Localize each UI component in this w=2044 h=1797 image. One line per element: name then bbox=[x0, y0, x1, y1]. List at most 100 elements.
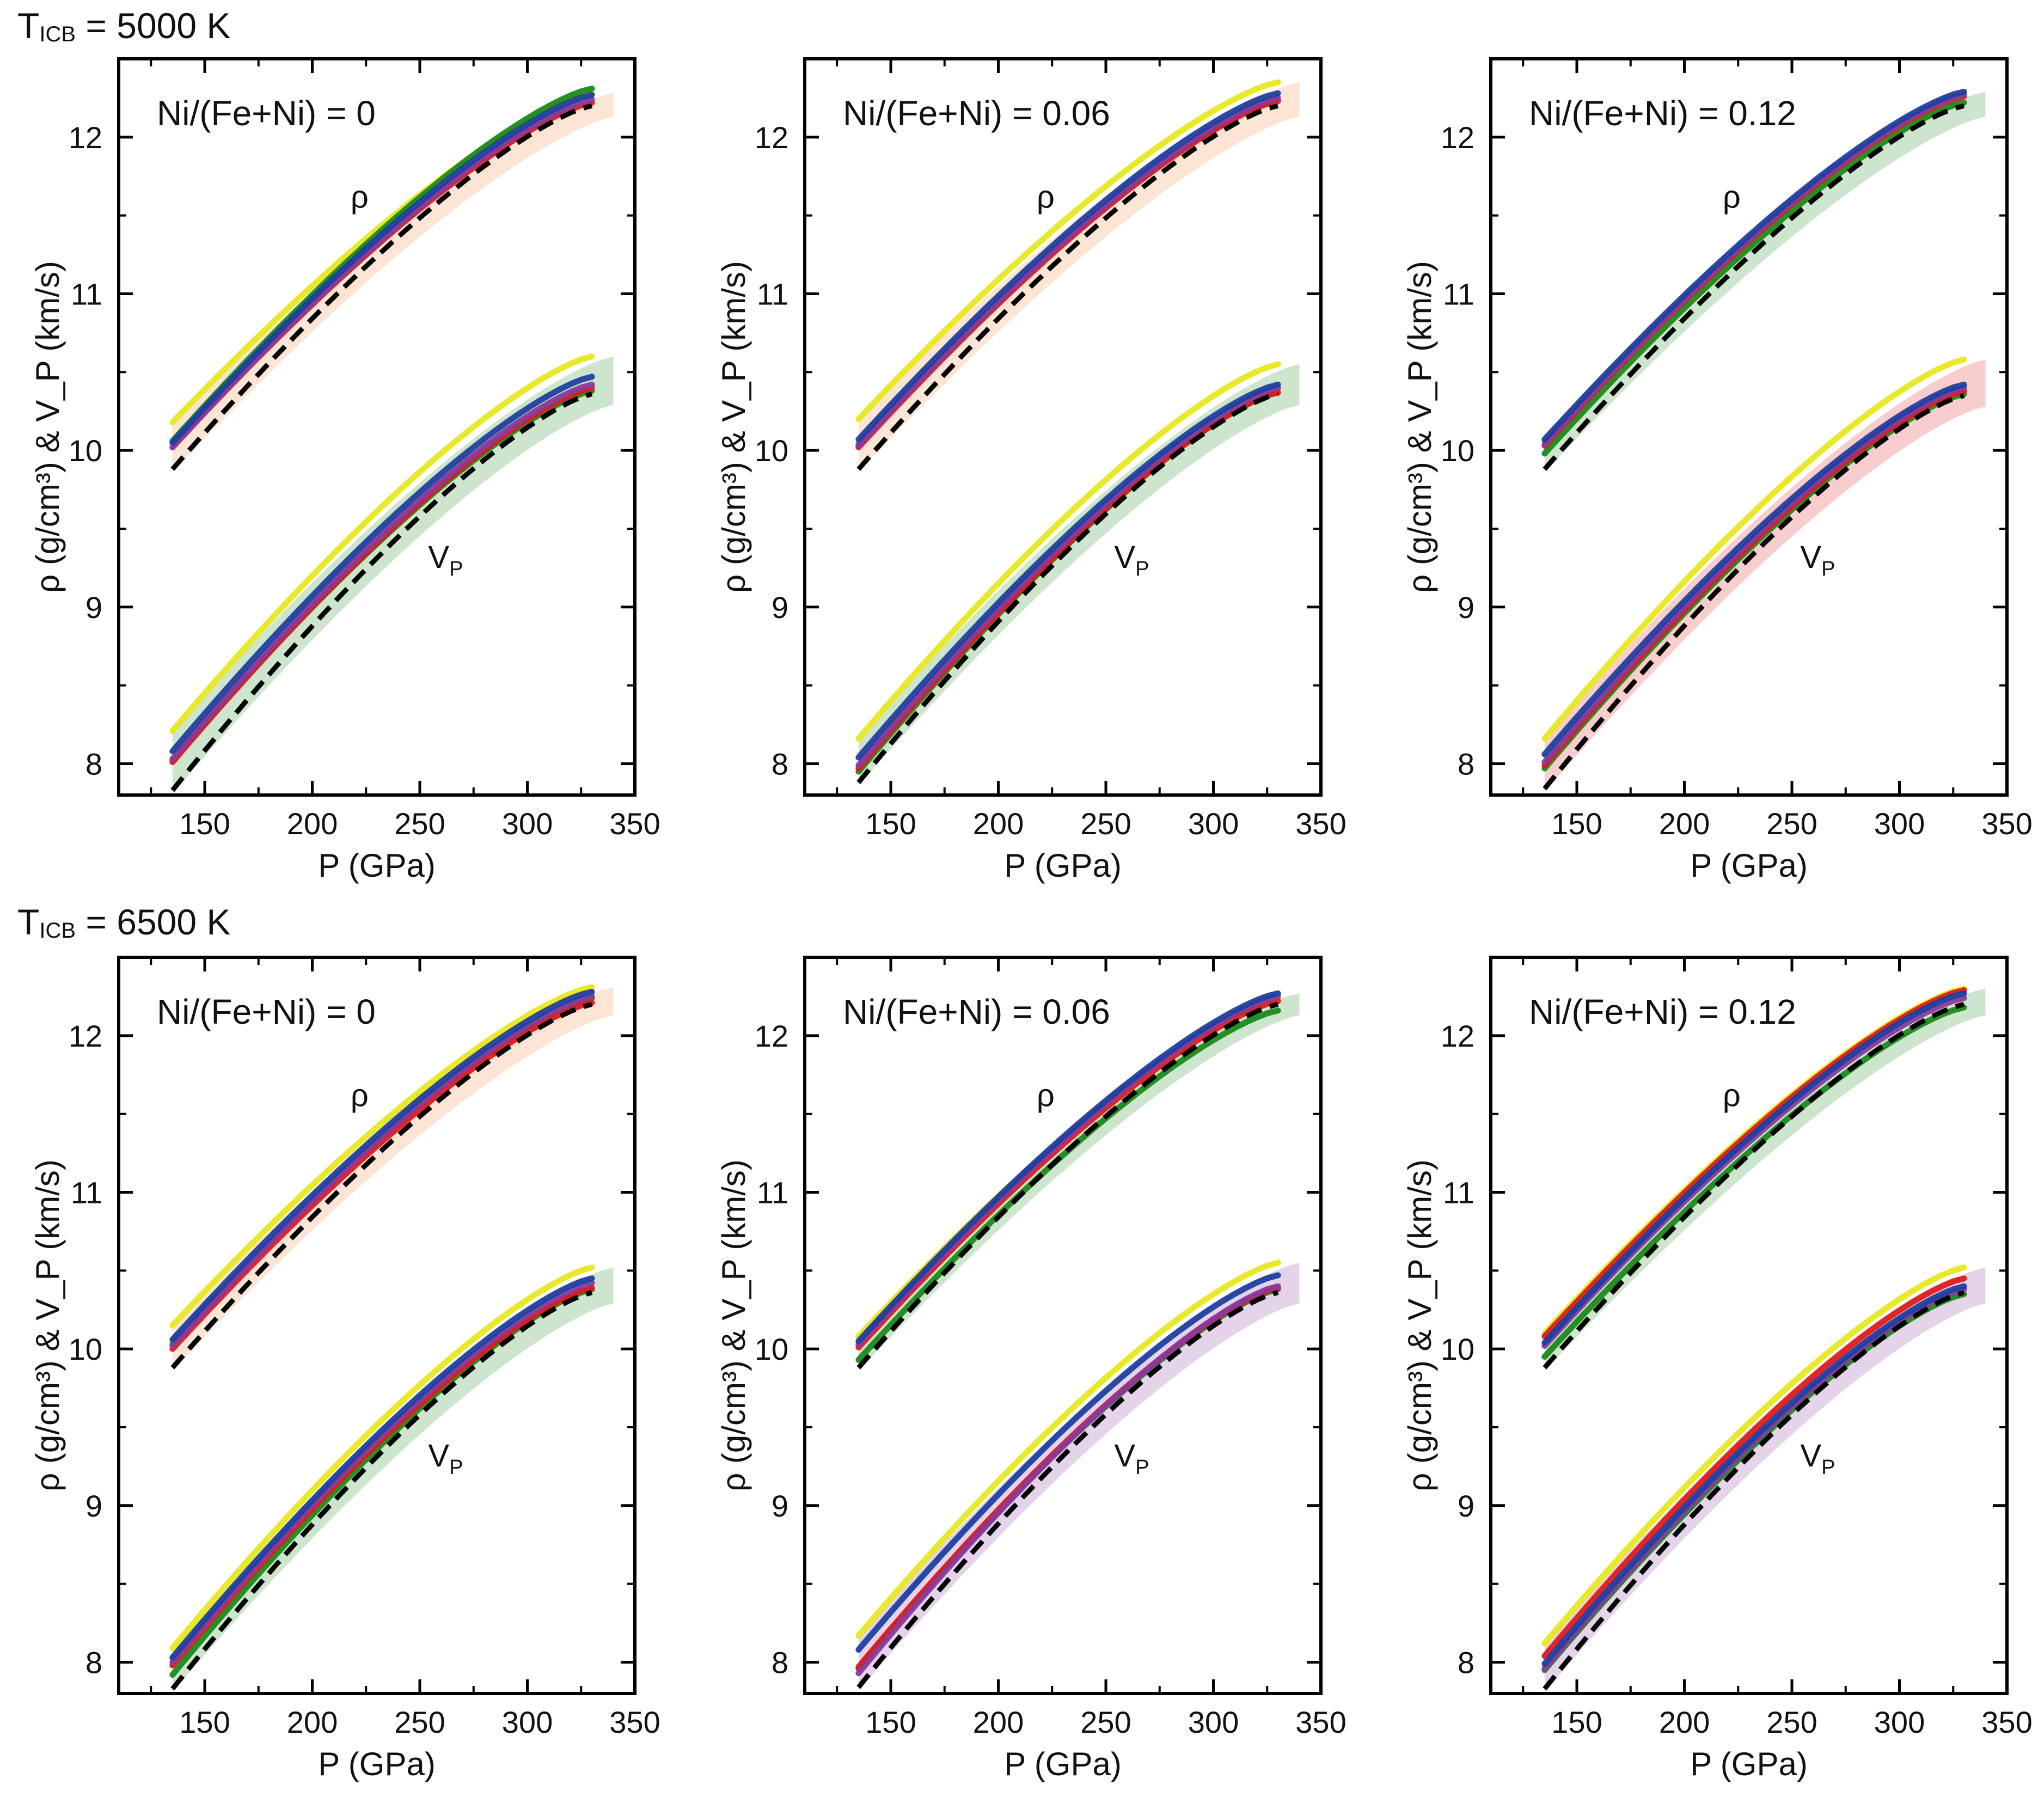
rho-line-yellow bbox=[855, 79, 1281, 423]
x-tick-label: 150 bbox=[1551, 806, 1602, 841]
y-tick-label: 9 bbox=[1458, 1489, 1474, 1523]
vp-line-yellow bbox=[855, 1260, 1281, 1639]
plot-frame bbox=[1489, 956, 2009, 1695]
y-tick-label: 9 bbox=[85, 1489, 102, 1523]
vp-series-label: VP bbox=[1114, 540, 1149, 580]
vp-series-label: VP bbox=[1800, 540, 1835, 580]
row-title-rest: = 5000 K bbox=[76, 5, 231, 46]
vp-label-sub: P bbox=[1135, 1456, 1149, 1479]
plot-area bbox=[855, 79, 1300, 786]
chart-panel-4: 150 200 250 300 350 8 9 10 11 12 P (GPa) ρ (g/cm³) … bbox=[708, 948, 1350, 1782]
rho-line-blue bbox=[169, 91, 595, 446]
rho-uncertainty-band bbox=[858, 82, 1300, 473]
y-tick-label: 12 bbox=[69, 120, 102, 155]
chart-panel-3: 150 200 250 300 350 8 9 10 11 12 P (GPa) ρ (g/cm³) … bbox=[22, 948, 664, 1782]
plot-area bbox=[169, 984, 614, 1692]
vp-line-purple bbox=[855, 1283, 1281, 1677]
y-tick-label: 8 bbox=[85, 1645, 102, 1679]
row-title-t: T bbox=[17, 902, 40, 942]
x-axis-title: P (GPa) bbox=[318, 847, 436, 884]
rho-line-purple bbox=[169, 96, 595, 450]
y-tick-label: 9 bbox=[85, 590, 102, 625]
rho-line-prem-reference bbox=[170, 1001, 593, 1370]
chart-svg: 150 200 250 300 350 8 9 10 11 12 P (GPa) ρ (g/cm³) … bbox=[715, 956, 1347, 1782]
plot-area bbox=[1541, 88, 1986, 792]
vp-line-blue bbox=[169, 1275, 595, 1661]
rho-series-label: ρ bbox=[1723, 179, 1741, 215]
x-axis-title: P (GPa) bbox=[1690, 1746, 1808, 1782]
plot-frame bbox=[117, 956, 637, 1695]
y-axis-title: ρ (g/cm³) & V_P (km/s) bbox=[1402, 1159, 1438, 1492]
x-tick-label: 250 bbox=[394, 806, 445, 841]
rho-series-label: ρ bbox=[1037, 1078, 1055, 1113]
x-axis-title: P (GPa) bbox=[318, 1746, 436, 1782]
y-tick-label: 8 bbox=[1458, 747, 1474, 781]
y-axis-title: ρ (g/cm³) & V_P (km/s) bbox=[715, 1159, 752, 1492]
panel-label: Ni/(Fe+Ni) = 0 bbox=[157, 992, 376, 1031]
vp-uncertainty-band bbox=[172, 1267, 614, 1692]
x-tick-label: 350 bbox=[609, 1705, 660, 1739]
vp-uncertainty-band bbox=[1544, 1267, 1986, 1692]
panel-label: Ni/(Fe+Ni) = 0.06 bbox=[843, 992, 1110, 1031]
y-tick-label: 8 bbox=[772, 747, 788, 781]
y-tick-label: 10 bbox=[755, 1332, 788, 1366]
vp-line-yellow bbox=[169, 353, 595, 734]
x-tick-label: 150 bbox=[179, 1705, 230, 1739]
vp-line-purple bbox=[169, 1280, 595, 1665]
row-title-top: TICB = 5000 K bbox=[17, 5, 231, 46]
x-tick-label: 350 bbox=[1295, 806, 1346, 841]
x-tick-label: 200 bbox=[973, 806, 1024, 841]
row-title-bottom: TICB = 6500 K bbox=[17, 902, 230, 942]
x-tick-label: 200 bbox=[287, 1705, 338, 1739]
plot-frame bbox=[803, 57, 1323, 797]
rho-line-blue bbox=[855, 990, 1281, 1344]
y-tick-label: 12 bbox=[755, 120, 788, 155]
rho-series-label: ρ bbox=[351, 179, 369, 215]
plot-frame bbox=[117, 57, 637, 797]
x-tick-label: 200 bbox=[973, 1705, 1024, 1739]
y-tick-label: 11 bbox=[1443, 277, 1474, 311]
vp-line-prem-reference bbox=[170, 1290, 593, 1691]
rho-uncertainty-band bbox=[1544, 91, 1986, 473]
vp-label-sub: P bbox=[449, 1456, 463, 1479]
row-title-t: T bbox=[17, 5, 40, 46]
vp-line-yellow bbox=[169, 1264, 595, 1652]
rho-uncertainty-band bbox=[172, 987, 614, 1371]
y-tick-label: 12 bbox=[1441, 120, 1474, 155]
plot-area bbox=[1541, 986, 1986, 1692]
y-tick-label: 12 bbox=[755, 1019, 788, 1053]
rho-line-purple bbox=[169, 993, 595, 1349]
rho-line-blue bbox=[1541, 88, 1967, 443]
vp-label-main: V bbox=[1114, 1438, 1135, 1474]
vp-line-yellow bbox=[855, 361, 1281, 742]
vp-line-prem-reference bbox=[170, 392, 593, 792]
vp-line-purple bbox=[1541, 384, 1967, 766]
y-tick-label: 10 bbox=[755, 433, 788, 468]
plot-frame bbox=[1489, 57, 2009, 797]
y-tick-label: 11 bbox=[71, 1175, 102, 1209]
x-tick-label: 350 bbox=[609, 806, 660, 841]
vp-series-label: VP bbox=[1114, 1438, 1149, 1479]
chart-svg: 150 200 250 300 350 8 9 10 11 12 P (GPa) ρ (g/cm³) … bbox=[1402, 956, 2033, 1782]
y-tick-label: 12 bbox=[69, 1019, 102, 1053]
plot-area bbox=[855, 990, 1300, 1691]
y-tick-label: 10 bbox=[1441, 1332, 1474, 1366]
x-tick-label: 250 bbox=[1080, 806, 1131, 841]
rho-line-blue bbox=[169, 988, 595, 1343]
y-tick-label: 11 bbox=[757, 1175, 788, 1209]
panel-label: Ni/(Fe+Ni) = 0.12 bbox=[1529, 94, 1796, 133]
vp-uncertainty-band bbox=[1544, 359, 1986, 792]
chart-svg: 150 200 250 300 350 8 9 10 11 12 P (GPa) ρ (g/cm³) … bbox=[715, 57, 1347, 884]
vp-line-yellow bbox=[1541, 356, 1967, 742]
rho-series-label: ρ bbox=[351, 1078, 369, 1113]
x-axis-title: P (GPa) bbox=[1690, 847, 1808, 884]
rho-uncertainty-band bbox=[172, 93, 614, 473]
rho-line-prem-reference bbox=[1543, 103, 1965, 471]
x-tick-label: 250 bbox=[1766, 806, 1817, 841]
y-axis-title: ρ (g/cm³) & V_P (km/s) bbox=[715, 261, 752, 593]
vp-series-label: VP bbox=[428, 540, 463, 580]
rho-series-label: ρ bbox=[1723, 1078, 1741, 1113]
rho-uncertainty-band bbox=[1544, 988, 1986, 1371]
y-tick-label: 12 bbox=[1441, 1019, 1474, 1053]
